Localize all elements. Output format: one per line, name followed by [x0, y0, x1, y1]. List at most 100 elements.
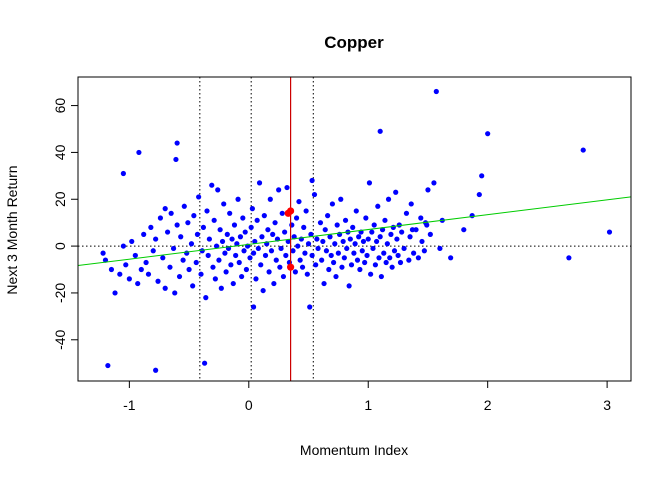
data-point [266, 269, 272, 275]
y-tick-label: 20 [52, 191, 68, 207]
data-point [418, 215, 424, 221]
data-point [176, 273, 183, 280]
data-point [210, 264, 216, 270]
y-axis-label: Next 3 Month Return [4, 165, 20, 294]
data-point [250, 250, 257, 256]
data-point [178, 234, 184, 240]
data-point [256, 180, 263, 186]
data-point [261, 213, 267, 219]
data-point [289, 222, 295, 228]
data-point [200, 224, 207, 230]
data-point [120, 243, 126, 249]
data-point [255, 245, 261, 252]
data-point [293, 215, 300, 221]
data-point [315, 245, 321, 252]
data-point [230, 280, 236, 287]
data-point [314, 236, 320, 242]
data-point [160, 255, 166, 261]
data-point [186, 266, 192, 273]
data-point [218, 285, 224, 291]
data-point [262, 252, 269, 259]
data-point [259, 234, 265, 240]
data-point [373, 238, 380, 245]
data-point [407, 234, 413, 240]
y-tick-label: 60 [52, 98, 68, 114]
data-point [322, 227, 328, 233]
data-point [327, 234, 333, 240]
data-point [236, 259, 242, 266]
data-point [378, 273, 384, 280]
data-point [479, 173, 485, 179]
data-point [370, 245, 376, 252]
data-point [227, 210, 233, 216]
data-point [145, 271, 152, 277]
data-point [138, 266, 144, 273]
data-point [217, 227, 223, 233]
data-point [359, 248, 365, 254]
data-point [135, 280, 141, 287]
data-point [174, 222, 180, 228]
data-point [387, 255, 393, 261]
data-point [172, 290, 178, 296]
data-point [173, 156, 179, 163]
data-point [223, 269, 229, 275]
data-point [150, 248, 156, 254]
data-point [205, 252, 211, 259]
data-point [157, 215, 164, 221]
data-point [319, 257, 325, 263]
x-tick-label: 2 [484, 397, 492, 413]
data-point [362, 259, 368, 266]
data-point [162, 206, 168, 212]
data-point [363, 215, 369, 221]
data-point [338, 196, 344, 202]
data-point [284, 184, 290, 191]
data-point [129, 238, 135, 245]
data-point [100, 250, 106, 256]
data-point [215, 187, 221, 193]
data-point [335, 250, 341, 256]
data-point [307, 304, 313, 310]
data-point [108, 266, 115, 273]
data-point [221, 201, 227, 207]
data-point [346, 283, 352, 289]
data-point [132, 252, 138, 259]
data-point [313, 262, 319, 268]
data-point [308, 231, 314, 237]
data-point [203, 295, 209, 301]
data-point [606, 229, 613, 235]
data-point [235, 196, 241, 202]
data-point [437, 245, 443, 252]
data-point [419, 238, 425, 245]
plot-frame [77, 76, 632, 382]
data-point [190, 283, 196, 289]
data-point [291, 234, 297, 240]
data-point [425, 187, 431, 193]
data-point [424, 222, 430, 228]
data-point [213, 243, 220, 249]
regression-line [78, 196, 631, 267]
data-point [282, 229, 288, 235]
data-point [342, 217, 349, 223]
data-point [277, 264, 283, 270]
data-point [303, 208, 309, 214]
data-point [305, 241, 312, 247]
data-point [580, 147, 586, 153]
plot-area [78, 77, 631, 381]
data-point [191, 213, 197, 219]
data-point [401, 245, 407, 252]
data-point [265, 227, 271, 233]
data-point [350, 224, 356, 230]
data-point [258, 262, 264, 268]
data-point [290, 248, 296, 254]
y-tick-label: 40 [52, 144, 68, 160]
data-point [320, 238, 326, 245]
data-point [330, 259, 337, 266]
data-point [357, 266, 363, 273]
data-point [229, 236, 235, 242]
data-point [382, 217, 388, 223]
data-point [180, 257, 186, 263]
data-point [356, 234, 362, 240]
data-point [126, 276, 132, 282]
data-point [333, 273, 339, 280]
data-point [409, 227, 416, 233]
